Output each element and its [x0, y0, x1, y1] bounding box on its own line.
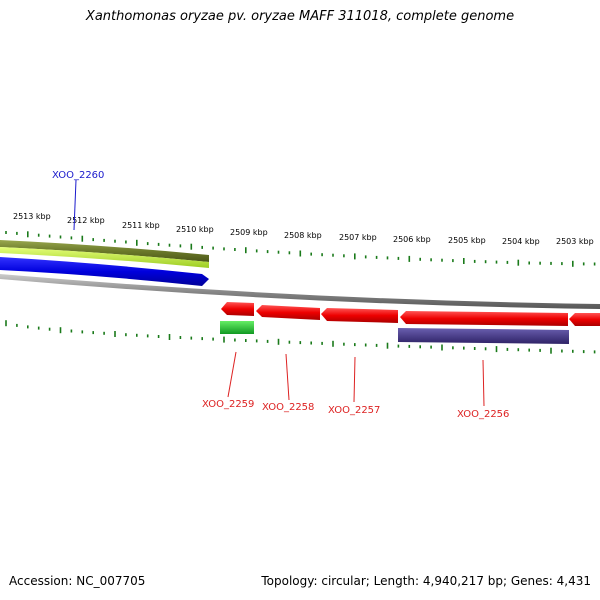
olive-feature-track	[0, 240, 209, 262]
gene-label-xoo-2258[interactable]: XOO_2258	[262, 402, 314, 413]
ruler-label-2511: 2511 kbp	[122, 221, 160, 230]
reverse-cds-xoo-2258[interactable]	[256, 305, 320, 320]
ruler-label-2510: 2510 kbp	[176, 225, 214, 234]
reverse-cds-xoo-2256[interactable]	[400, 311, 568, 326]
gene-label-xoo-2260[interactable]: XOO_2260	[52, 170, 104, 181]
leader-xoo-2258	[285, 353, 290, 401]
ruler-label-2507: 2507 kbp	[339, 233, 377, 242]
upper-tick-ruler	[5, 231, 596, 267]
purple-feature-track	[398, 328, 569, 344]
ruler-label-2504: 2504 kbp	[502, 237, 540, 246]
ruler-label-2509: 2509 kbp	[230, 228, 268, 237]
genome-title: Xanthomonas oryzae pv. oryzae MAFF 31101…	[85, 9, 515, 24]
leader-xoo-2256	[482, 359, 485, 407]
genome-summary-text: Topology: circular; Length: 4,940,217 bp…	[261, 574, 591, 588]
ruler-label-2506: 2506 kbp	[393, 235, 431, 244]
lime-feature-track	[0, 247, 209, 268]
leader-xoo-2257	[353, 356, 356, 403]
gene-label-xoo-2259[interactable]: XOO_2259	[202, 399, 254, 410]
leader-xoo-2259	[227, 351, 237, 398]
ruler-labels: 2513 kbp 2512 kbp 2511 kbp 2510 kbp 2509…	[13, 212, 594, 246]
gene-label-xoo-2256[interactable]: XOO_2256	[457, 409, 509, 420]
ruler-label-2513: 2513 kbp	[13, 212, 51, 221]
ruler-label-2512: 2512 kbp	[67, 216, 105, 225]
leader-xoo-2260	[73, 179, 77, 231]
ruler-label-2508: 2508 kbp	[284, 231, 322, 240]
rna-feature[interactable]	[220, 321, 254, 334]
ruler-label-2503: 2503 kbp	[556, 237, 594, 246]
reverse-cds-xoo-2257[interactable]	[321, 308, 398, 323]
reverse-cds-partial[interactable]	[569, 313, 600, 326]
forward-cds-xoo-2260[interactable]	[0, 257, 209, 286]
genome-backbone	[0, 274, 600, 309]
gene-label-xoo-2257[interactable]: XOO_2257	[328, 405, 380, 416]
lower-tick-ruler	[5, 320, 596, 354]
accession-text: Accession: NC_007705	[9, 574, 146, 588]
ruler-label-2505: 2505 kbp	[448, 236, 486, 245]
reverse-cds-xoo-2259[interactable]	[221, 302, 254, 316]
